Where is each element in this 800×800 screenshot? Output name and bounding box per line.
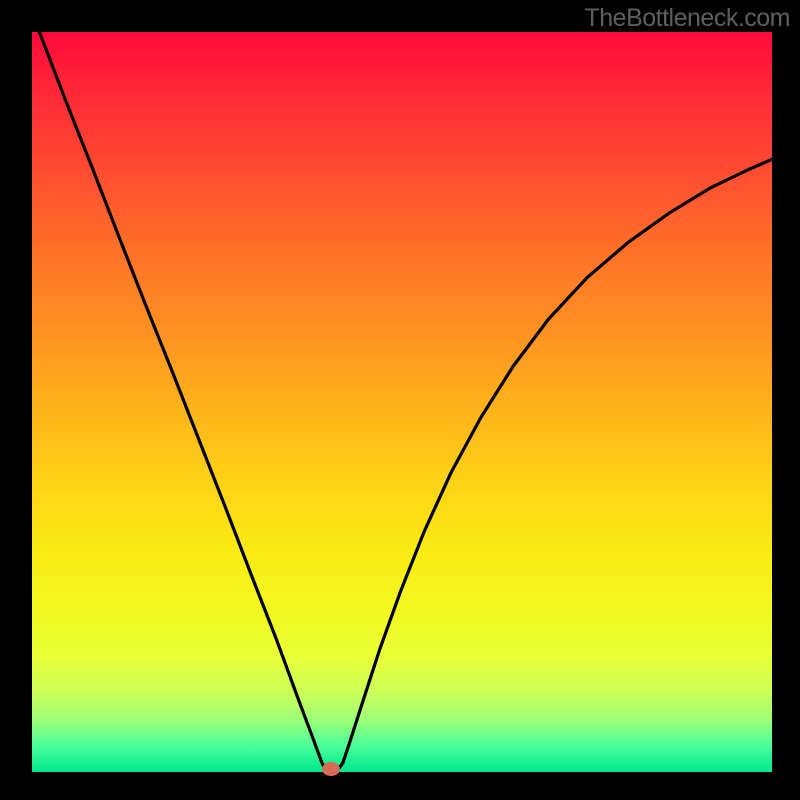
chart-plot-area	[32, 32, 772, 772]
bottleneck-chart-svg	[0, 0, 800, 800]
optimal-point-marker	[322, 762, 340, 776]
watermark-text: TheBottleneck.com	[585, 4, 791, 33]
